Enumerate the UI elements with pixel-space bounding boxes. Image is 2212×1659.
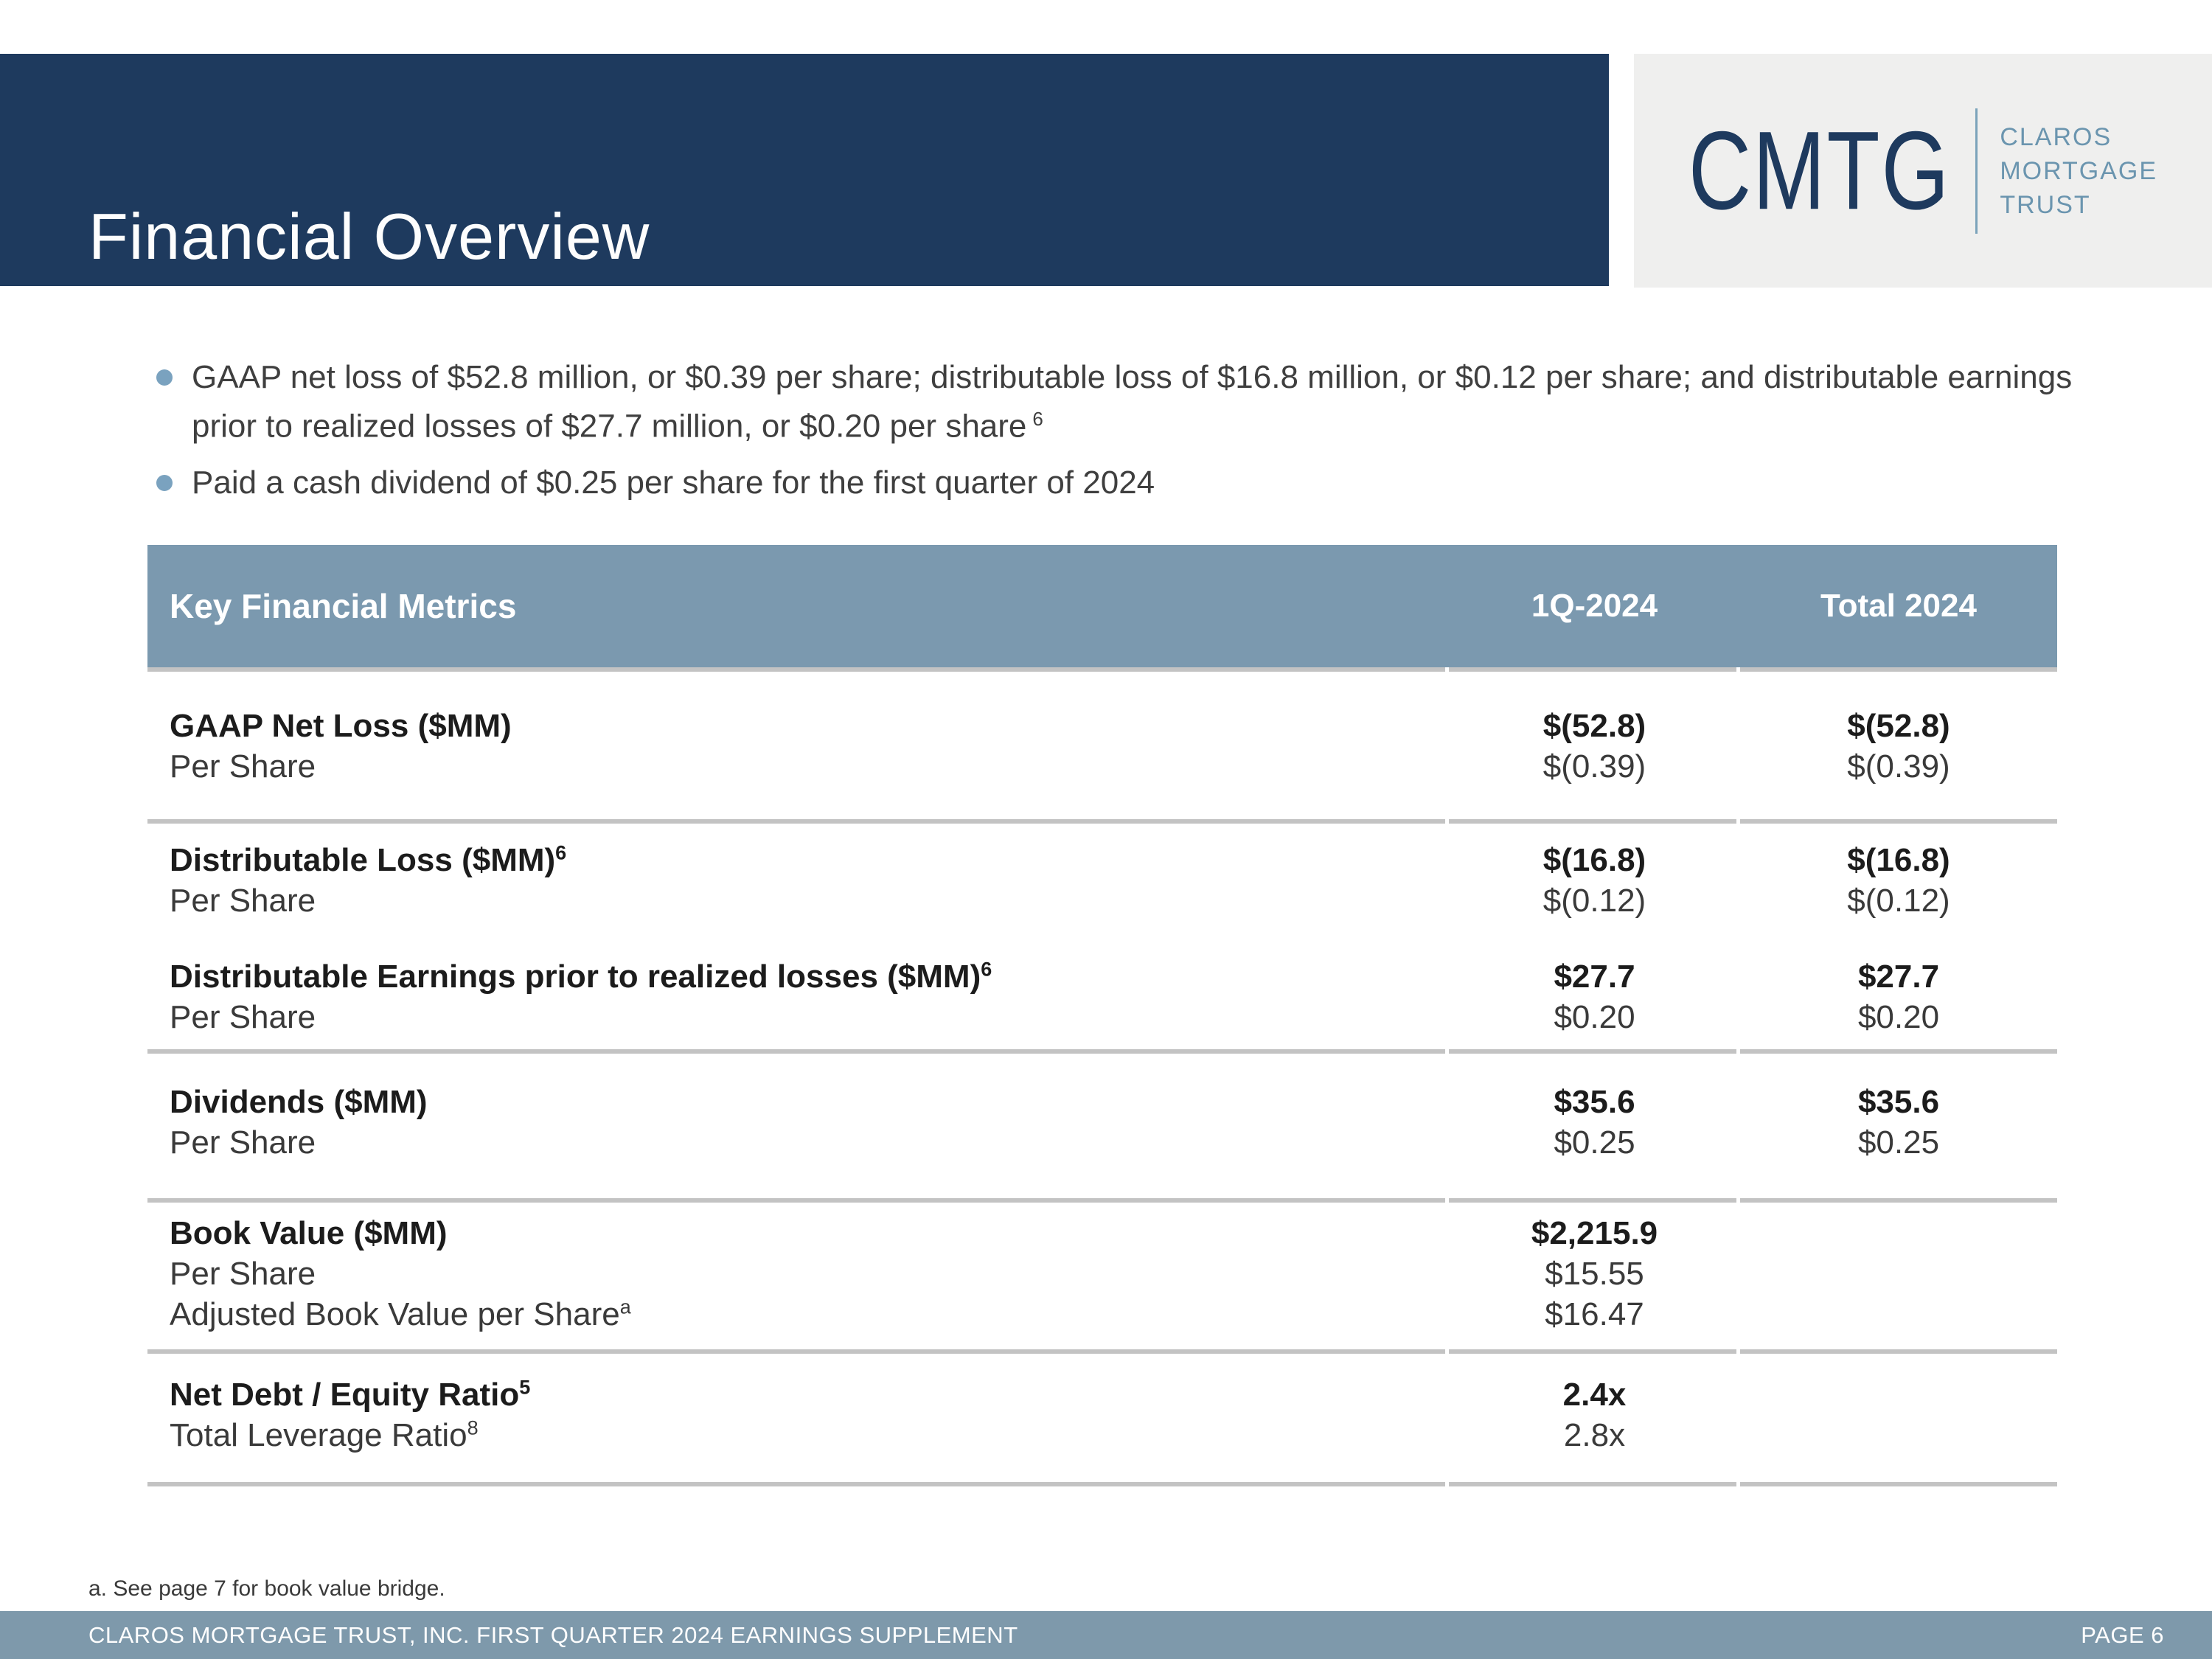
table-divider	[147, 819, 2057, 824]
highlights-list: GAAP net loss of $52.8 million, or $0.39…	[156, 357, 2132, 518]
metric-value-1q: $(0.39)	[1543, 748, 1646, 785]
table-header-row: Key Financial Metrics 1Q-2024 Total 2024	[147, 545, 2057, 667]
metric-value-total	[1740, 1213, 2057, 1253]
table-row: Per Share $(0.12) $(0.12)	[147, 880, 2057, 921]
page-title: Financial Overview	[88, 200, 650, 273]
table-header-1q2024: 1Q-2024	[1531, 588, 1658, 624]
footnote: a. See page 7 for book value bridge.	[88, 1576, 445, 1601]
metric-label: Adjusted Book Value per Sharea	[170, 1295, 631, 1332]
logo-name-line: MORTGAGE	[2000, 156, 2158, 185]
metric-label: Net Debt / Equity Ratio5	[170, 1376, 531, 1413]
metric-label: Per Share	[170, 748, 316, 785]
metric-label: Per Share	[170, 999, 316, 1035]
metric-value-total: $(0.12)	[1847, 883, 1950, 919]
table-row: Net Debt / Equity Ratio5 2.4x	[147, 1374, 2057, 1415]
metric-label: Per Share	[170, 1256, 316, 1292]
logo-divider	[1975, 108, 1978, 234]
logo-company-name: CLAROS MORTGAGE TRUST	[2000, 120, 2157, 222]
table-divider	[147, 1349, 2057, 1354]
logo-name-line: CLAROS	[2000, 122, 2112, 151]
table-row: Distributable Earnings prior to realized…	[147, 956, 2057, 997]
table-row: Book Value ($MM) $2,215.9	[147, 1213, 2057, 1253]
bullet-icon	[156, 369, 173, 386]
bullet-text: Paid a cash dividend of $0.25 per share …	[192, 462, 1155, 504]
footer-bar: CLAROS MORTGAGE TRUST, INC. FIRST QUARTE…	[0, 1611, 2212, 1659]
table-divider	[147, 1198, 2057, 1203]
metric-value-1q: $15.55	[1545, 1256, 1644, 1292]
footer-document-title: CLAROS MORTGAGE TRUST, INC. FIRST QUARTE…	[88, 1621, 1018, 1648]
table-row: Total Leverage Ratio8 2.8x	[147, 1415, 2057, 1455]
table-row: Distributable Loss ($MM)6 $(16.8) $(16.8…	[147, 840, 2057, 880]
metric-value-total: $35.6	[1857, 1084, 1940, 1120]
bullet-line: Paid a cash dividend of $0.25 per share …	[192, 464, 1155, 501]
metric-label: Dividends ($MM)	[170, 1084, 428, 1120]
company-logo: CMTG CLAROS MORTGAGE TRUST	[1634, 54, 2212, 288]
metric-value-1q: $16.47	[1545, 1296, 1644, 1332]
metric-value-total: $0.20	[1857, 999, 1940, 1035]
table-group: Book Value ($MM) $2,215.9 Per Share $15.…	[147, 1203, 2057, 1349]
metric-value-1q: 2.4x	[1562, 1377, 1627, 1413]
table-group: Distributable Earnings prior to realized…	[147, 921, 2057, 1049]
metric-value-1q: $(16.8)	[1543, 842, 1646, 878]
list-item: GAAP net loss of $52.8 million, or $0.39…	[156, 357, 2132, 448]
title-banner: Financial Overview	[0, 54, 1609, 286]
table-row: GAAP Net Loss ($MM) $(52.8) $(52.8)	[147, 706, 2057, 746]
table-row: Per Share $15.55	[147, 1253, 2057, 1294]
table-group: Distributable Loss ($MM)6 $(16.8) $(16.8…	[147, 824, 2057, 921]
metric-value-total: $(16.8)	[1847, 842, 1950, 878]
logo-name-line: TRUST	[2000, 190, 2091, 219]
key-financial-metrics-table: Key Financial Metrics 1Q-2024 Total 2024…	[147, 545, 2057, 1486]
table-header-metrics: Key Financial Metrics	[170, 587, 517, 625]
metric-value-total: $27.7	[1857, 959, 1940, 995]
metric-label: Per Share	[170, 883, 316, 919]
metric-value-1q: 2.8x	[1563, 1417, 1626, 1453]
table-group: Dividends ($MM) $35.6 $35.6 Per Share $0…	[147, 1054, 2057, 1198]
metric-value-total	[1740, 1374, 2057, 1415]
list-item: Paid a cash dividend of $0.25 per share …	[156, 462, 2132, 504]
metric-label: Distributable Loss ($MM)6	[170, 841, 567, 878]
metric-value-total	[1740, 1294, 2057, 1335]
metric-value-1q: $(0.12)	[1543, 883, 1646, 919]
metric-value-1q: $2,215.9	[1531, 1215, 1658, 1251]
bullet-text: GAAP net loss of $52.8 million, or $0.39…	[192, 357, 2072, 448]
table-row: Per Share $0.25 $0.25	[147, 1122, 2057, 1163]
bullet-icon	[156, 474, 173, 491]
metric-value-total	[1740, 1415, 2057, 1455]
metric-label: Distributable Earnings prior to realized…	[170, 958, 992, 995]
metric-label: GAAP Net Loss ($MM)	[170, 708, 512, 744]
logo-ticker: CMTG	[1688, 108, 1951, 233]
metric-value-total: $(0.39)	[1847, 748, 1950, 785]
table-row: Per Share $0.20 $0.20	[147, 997, 2057, 1037]
footer-page-number: PAGE 6	[2081, 1621, 2164, 1648]
metric-value-1q: $(52.8)	[1543, 708, 1646, 744]
metric-label: Total Leverage Ratio8	[170, 1416, 479, 1453]
metric-value-total: $(52.8)	[1847, 708, 1950, 744]
table-header-total2024: Total 2024	[1820, 588, 1977, 624]
metric-value-1q: $0.25	[1554, 1124, 1635, 1161]
footnote-ref: 6	[1032, 408, 1043, 430]
metric-label: Book Value ($MM)	[170, 1215, 448, 1251]
metric-value-1q: $35.6	[1554, 1084, 1635, 1120]
table-divider	[147, 1482, 2057, 1486]
table-row: Adjusted Book Value per Sharea $16.47	[147, 1294, 2057, 1335]
metric-value-1q: $27.7	[1554, 959, 1635, 995]
table-group: Net Debt / Equity Ratio5 2.4x Total Leve…	[147, 1354, 2057, 1482]
metric-value-1q: $0.20	[1554, 999, 1635, 1035]
table-divider	[147, 1049, 2057, 1054]
metric-value-total: $0.25	[1857, 1124, 1940, 1161]
metric-label: Per Share	[170, 1124, 316, 1161]
table-divider	[147, 667, 2057, 672]
bullet-line: prior to realized losses of $27.7 millio…	[192, 408, 1027, 445]
metric-value-total	[1740, 1253, 2057, 1294]
table-group: GAAP Net Loss ($MM) $(52.8) $(52.8) Per …	[147, 672, 2057, 819]
table-row: Per Share $(0.39) $(0.39)	[147, 746, 2057, 787]
table-row: Dividends ($MM) $35.6 $35.6	[147, 1082, 2057, 1122]
bullet-line: GAAP net loss of $52.8 million, or $0.39…	[192, 359, 2073, 395]
